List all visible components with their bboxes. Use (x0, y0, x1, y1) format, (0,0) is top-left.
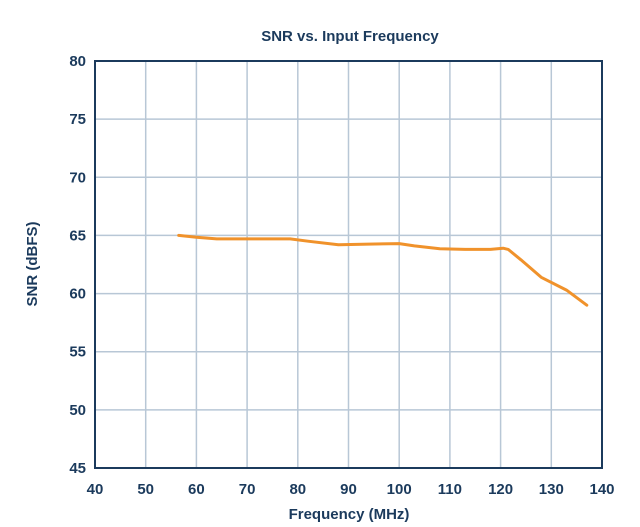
y-tick-label: 50 (69, 402, 86, 419)
y-tick-label: 70 (69, 169, 86, 186)
x-tick-label: 90 (340, 481, 357, 498)
y-tick-labels: 45 50 55 60 65 70 75 80 (69, 53, 86, 477)
x-tick-label: 50 (137, 481, 154, 498)
snr-series-line (177, 233, 589, 307)
x-tick-label: 60 (188, 481, 205, 498)
x-tick-label: 40 (87, 481, 104, 498)
y-tick-label: 75 (69, 111, 86, 128)
x-tick-label: 120 (488, 481, 513, 498)
grid-lines (95, 61, 602, 468)
x-tick-label: 80 (289, 481, 306, 498)
series-layer (177, 233, 589, 307)
x-tick-label: 130 (539, 481, 564, 498)
y-tick-label: 80 (69, 53, 86, 70)
y-tick-label: 60 (69, 286, 86, 303)
x-tick-label: 140 (589, 481, 614, 498)
chart-title: SNR vs. Input Frequency (261, 28, 439, 45)
x-tick-label: 110 (438, 481, 462, 498)
x-tick-label: 100 (387, 481, 412, 498)
y-tick-label: 65 (69, 227, 86, 244)
plot-frame (94, 60, 603, 469)
x-tick-labels: 40 50 60 70 80 90 100 110 120 130 140 (87, 481, 615, 498)
y-tick-label: 45 (69, 460, 86, 477)
x-tick-label: 70 (239, 481, 256, 498)
y-axis-label: SNR (dBFS) (24, 222, 41, 307)
x-axis-label: Frequency (MHz) (289, 506, 410, 523)
y-tick-label: 55 (69, 344, 86, 361)
